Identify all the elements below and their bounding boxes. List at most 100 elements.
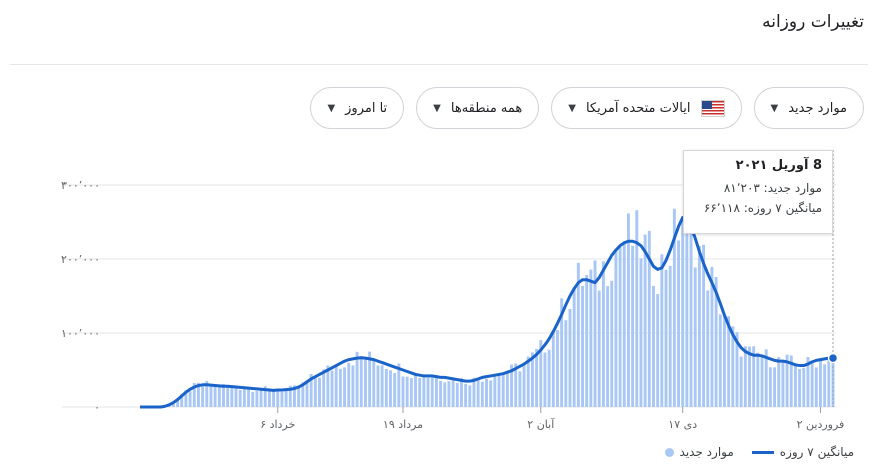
legend-new-cases[interactable]: موارد جدید	[664, 445, 734, 459]
bar-legend-icon	[664, 447, 674, 457]
daily-cases-bar	[276, 390, 280, 407]
daily-cases-bar	[723, 316, 726, 407]
daily-cases-bar	[606, 286, 610, 407]
x-tick-label: فروردین ۲	[797, 418, 845, 431]
daily-cases-bar	[652, 286, 655, 407]
daily-cases-bar	[814, 367, 818, 407]
daily-cases-bar	[551, 331, 555, 407]
daily-cases-bar	[347, 362, 351, 407]
x-tick-label: خرداد ۶	[260, 418, 295, 431]
daily-cases-bar	[697, 246, 701, 407]
daily-cases-bar	[372, 359, 376, 407]
country-dropdown-label: ایالات متحده آمریکا	[585, 100, 691, 116]
daily-cases-bar	[530, 352, 534, 407]
chart-line-layer	[140, 150, 839, 409]
caret-down-icon: ▼	[433, 102, 441, 114]
chart-legend: موارد جدید میانگین ۷ روزه	[664, 445, 854, 459]
daily-cases-bar	[735, 332, 739, 407]
daily-cases-bar	[188, 391, 192, 407]
daily-cases-bar	[806, 356, 810, 407]
y-tick-label: ۱۰۰٬۰۰۰	[61, 327, 100, 340]
daily-cases-bar	[610, 280, 614, 407]
daily-cases-bar	[430, 377, 434, 407]
y-tick-label: ۳۰۰٬۰۰۰	[61, 179, 100, 192]
daily-cases-bar	[514, 363, 518, 407]
daily-cases-bar	[217, 387, 221, 407]
daily-cases-chart[interactable]: ۰ ۱۰۰٬۰۰۰ ۲۰۰٬۰۰۰ ۳۰۰٬۰۰۰ خرداد ۶ مرداد ۱۹ آب…	[0, 140, 878, 440]
daily-cases-bar	[539, 340, 543, 407]
y-tick-label: ۲۰۰٬۰۰۰	[61, 253, 100, 266]
daily-cases-bar	[234, 387, 238, 407]
daily-cases-bar	[180, 393, 184, 407]
caret-down-icon: ▼	[327, 102, 336, 114]
metric-dropdown[interactable]: موارد جدید ▼	[753, 87, 864, 129]
daily-cases-bar	[184, 390, 188, 407]
daily-cases-bar	[614, 248, 618, 407]
daily-cases-bar	[526, 356, 530, 407]
daily-cases-bar	[785, 354, 789, 407]
daily-cases-bar	[192, 383, 196, 407]
country-dropdown[interactable]: ایالات متحده آمریکا ▼	[551, 87, 742, 129]
metric-dropdown-label: موارد جدید	[788, 100, 847, 116]
daily-cases-bar	[389, 370, 392, 407]
daily-cases-bar	[702, 244, 706, 407]
daily-cases-bar	[384, 368, 388, 407]
daily-cases-bar	[343, 367, 347, 407]
daily-cases-bar	[451, 377, 455, 407]
daily-cases-bar	[601, 261, 605, 407]
timerange-dropdown[interactable]: تا امروز ▼	[310, 87, 405, 129]
daily-cases-bar	[297, 387, 301, 407]
daily-cases-bar	[409, 378, 413, 407]
daily-cases-bar	[756, 352, 760, 407]
daily-cases-bar	[380, 365, 384, 407]
daily-cases-bar	[693, 267, 697, 407]
daily-cases-bar	[681, 220, 685, 407]
caret-down-icon: ▼	[770, 102, 779, 114]
daily-cases-bar	[414, 372, 417, 407]
legend-avg7[interactable]: میانگین ۷ روزه	[751, 445, 854, 459]
daily-cases-bar	[263, 386, 267, 407]
daily-cases-bar	[288, 385, 292, 407]
daily-cases-bar	[322, 369, 326, 407]
daily-cases-bar	[589, 269, 593, 407]
daily-cases-bar	[622, 243, 626, 407]
daily-cases-bar	[267, 388, 271, 407]
daily-cases-bar	[376, 365, 380, 407]
daily-cases-bar	[568, 309, 572, 407]
daily-cases-bar	[689, 205, 693, 407]
daily-cases-bar	[560, 298, 564, 407]
daily-cases-bar	[731, 326, 735, 407]
daily-cases-bar	[447, 381, 451, 407]
daily-cases-bar	[748, 346, 751, 407]
daily-cases-bar	[773, 367, 777, 407]
daily-cases-bar	[205, 380, 209, 407]
daily-cases-bar	[293, 385, 296, 407]
daily-cases-bar	[359, 356, 363, 407]
daily-cases-bar	[318, 377, 321, 407]
daily-cases-bar	[593, 260, 597, 407]
daily-cases-bar	[522, 363, 526, 407]
daily-cases-bar	[418, 377, 422, 407]
daily-cases-bar	[305, 380, 309, 407]
chart-bars	[163, 194, 835, 407]
daily-cases-bar	[201, 385, 205, 407]
daily-cases-bar	[242, 388, 246, 407]
daily-cases-bar	[472, 377, 476, 407]
daily-cases-bar	[489, 380, 493, 407]
daily-cases-bar	[643, 234, 647, 407]
daily-cases-bar	[497, 374, 501, 407]
daily-cases-bar	[639, 258, 643, 407]
daily-cases-bar	[464, 383, 468, 407]
daily-cases-bar	[334, 364, 338, 407]
daily-cases-bar	[230, 385, 234, 407]
region-dropdown[interactable]: همه منطقه‌ها ▼	[416, 87, 540, 129]
divider	[10, 64, 868, 65]
daily-cases-bar	[581, 286, 584, 407]
daily-cases-bar	[309, 373, 313, 407]
daily-cases-bar	[326, 365, 330, 407]
daily-cases-bar	[338, 368, 342, 407]
daily-cases-bar	[672, 208, 676, 407]
daily-cases-bar	[439, 380, 443, 407]
legend-avg7-label: میانگین ۷ روزه	[779, 445, 854, 459]
daily-cases-bar	[802, 367, 806, 407]
